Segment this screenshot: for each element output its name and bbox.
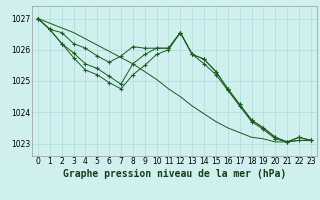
X-axis label: Graphe pression niveau de la mer (hPa): Graphe pression niveau de la mer (hPa) (63, 169, 286, 179)
